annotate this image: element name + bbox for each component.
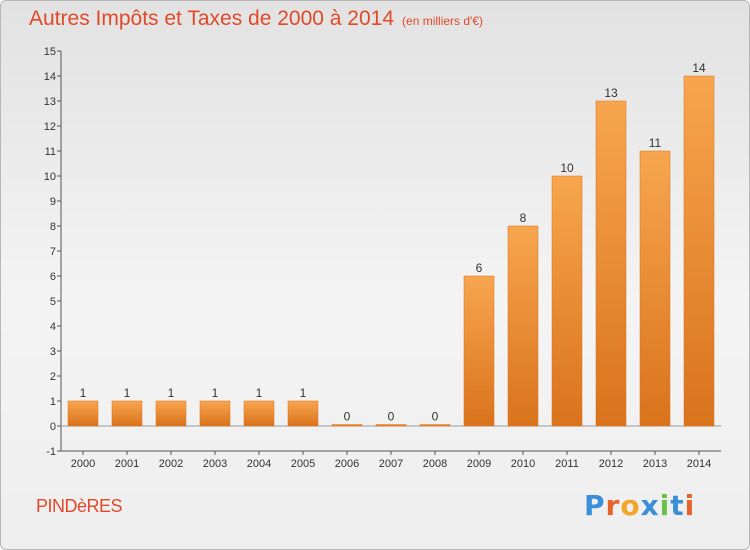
bar-2013 (639, 150, 671, 427)
x-tick-label: 2002 (159, 458, 183, 470)
x-tick-label: 2009 (467, 458, 491, 470)
bar-2007 (375, 424, 407, 427)
bar-2005 (287, 400, 319, 427)
data-label-2012: 13 (604, 86, 618, 100)
bar-2012 (595, 100, 627, 427)
bar-2002 (155, 400, 187, 427)
logo-letter: o (620, 489, 641, 522)
x-tick-label: 2011 (555, 458, 579, 470)
x-tick-label: 2008 (423, 458, 447, 470)
x-tick-label: 2000 (71, 458, 95, 470)
data-label-2000: 1 (80, 386, 87, 400)
y-tick-label: 12 (44, 121, 56, 133)
location-label: PINDèRES (36, 496, 123, 516)
data-label-2014: 14 (692, 61, 706, 75)
bar-2000 (67, 400, 99, 427)
bar-2010 (507, 225, 539, 427)
x-tick-label: 2003 (203, 458, 227, 470)
y-tick-label: 5 (50, 296, 56, 308)
y-tick-label: 10 (44, 171, 56, 183)
x-tick-label: 2014 (687, 458, 711, 470)
proxiti-logo[interactable]: Proxiti (584, 489, 695, 522)
y-tick-label: 1 (50, 396, 56, 408)
x-tick-label: 2006 (335, 458, 359, 470)
data-label-2003: 1 (212, 386, 219, 400)
logo-letter: P (584, 489, 606, 522)
x-tick-label: 2013 (643, 458, 667, 470)
bar-2014 (683, 75, 715, 427)
y-tick-label: 8 (50, 221, 56, 233)
data-label-2009: 6 (476, 261, 483, 275)
x-tick-label: 2004 (247, 458, 271, 470)
bar-2001 (111, 400, 143, 427)
y-tick-label: 0 (50, 421, 56, 433)
y-tick-label: 11 (45, 146, 56, 158)
y-tick-label: 13 (44, 96, 56, 108)
y-tick-label: 7 (50, 246, 56, 258)
data-label-2004: 1 (256, 386, 263, 400)
data-label-2005: 1 (300, 386, 307, 400)
y-tick-label: 14 (44, 71, 56, 83)
chart-title-text: Autres Impôts et Taxes de 2000 à 2014 (29, 7, 395, 30)
logo-letter: x (640, 489, 660, 522)
y-tick-label: 15 (44, 46, 56, 58)
y-tick-label: 2 (50, 371, 56, 383)
data-label-2011: 10 (560, 161, 574, 175)
data-label-2008: 0 (432, 410, 439, 424)
x-tick-label: 2010 (511, 458, 535, 470)
data-label-2001: 1 (124, 386, 131, 400)
bar-2004 (243, 400, 275, 427)
data-label-2006: 0 (344, 410, 351, 424)
bar-2006 (331, 424, 363, 427)
data-label-2010: 8 (520, 211, 527, 225)
bar-2003 (199, 400, 231, 427)
logo-letter: i (684, 489, 696, 522)
chart-title: Autres Impôts et Taxes de 2000 à 2014 (en… (29, 7, 483, 31)
y-tick-label: 9 (50, 196, 56, 208)
data-label-2007: 0 (388, 410, 395, 424)
x-tick-label: 2007 (379, 458, 403, 470)
data-label-2013: 11 (649, 136, 662, 150)
logo-letter: r (605, 489, 621, 522)
logo-letter: t (670, 489, 685, 522)
bar-2009 (463, 275, 495, 427)
bar-2008 (419, 424, 451, 427)
x-tick-label: 2005 (291, 458, 315, 470)
y-tick-label: 4 (50, 321, 56, 333)
y-tick-label: 3 (50, 346, 56, 358)
data-label-2002: 1 (168, 386, 175, 400)
bar-2011 (551, 175, 583, 427)
y-tick-label: -1 (46, 446, 56, 458)
x-tick-label: 2001 (115, 458, 139, 470)
chart-subtitle: (en milliers d'€) (402, 14, 484, 28)
logo-letter: i (659, 489, 671, 522)
y-tick-label: 6 (50, 271, 56, 283)
x-tick-label: 2012 (599, 458, 623, 470)
bars (67, 75, 715, 427)
